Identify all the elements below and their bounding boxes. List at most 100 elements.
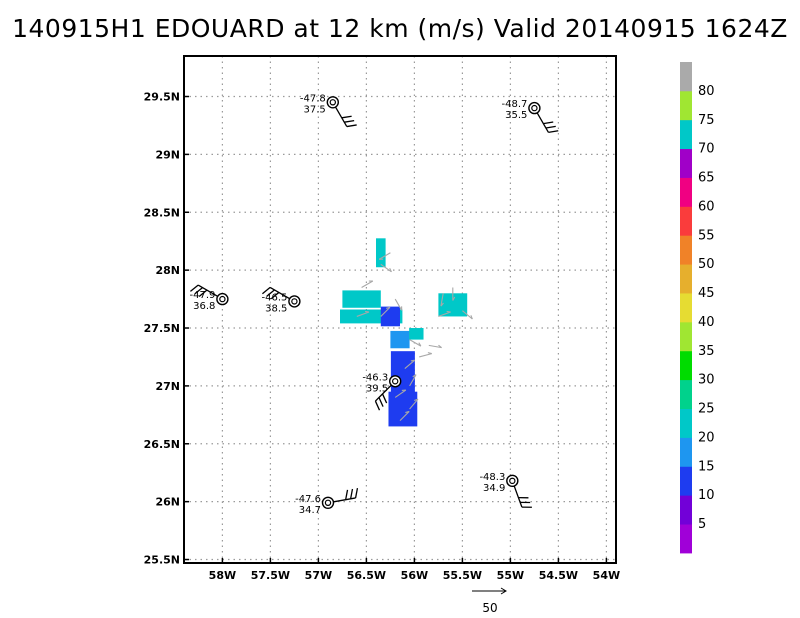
dropsonde-value-2: 34.9 — [483, 483, 505, 494]
wind-arrow — [409, 398, 419, 410]
colorbar-label: 65 — [698, 171, 715, 186]
wind-speed-cell — [390, 330, 410, 349]
colorbar-label: 75 — [698, 113, 715, 128]
wind-speed-cell — [388, 391, 418, 427]
dropsonde-marker — [326, 96, 339, 109]
y-tick-label: 26N — [155, 496, 180, 509]
colorbar-bin — [680, 148, 692, 178]
colorbar-label: 5 — [698, 517, 706, 532]
colorbar-bin — [680, 293, 692, 323]
y-tick-label: 28.5N — [144, 206, 180, 219]
colorbar-label: 15 — [698, 459, 715, 474]
wind-arrow-head — [452, 296, 456, 301]
colorbar-label: 80 — [698, 84, 715, 99]
wind-arrow-head — [410, 359, 415, 362]
colorbar-bin — [680, 350, 692, 381]
dropsonde-value-2: 38.5 — [265, 303, 287, 314]
y-tick-label: 29N — [155, 148, 180, 161]
dropsonde-marker — [528, 101, 541, 115]
dropsonde-marker — [216, 292, 229, 306]
wind-barb-feather — [266, 289, 275, 297]
wind-speed-cell — [438, 293, 468, 317]
dropsonde-marker — [389, 375, 402, 388]
wind-arrow — [356, 311, 370, 317]
wind-arrow — [380, 306, 391, 317]
wind-arrow — [399, 411, 410, 422]
wind-arrow — [394, 298, 403, 311]
colorbar-label: 55 — [698, 228, 715, 243]
wind-arrow-head — [405, 410, 410, 414]
dropsonde-value-1: -46.3 — [362, 372, 388, 383]
wind-arrow-head — [418, 342, 422, 347]
wind-barb-feather — [378, 397, 384, 407]
wind-arrow — [378, 252, 391, 260]
colorbar-bin — [680, 466, 692, 496]
wind-speed-cell — [342, 290, 381, 308]
colorbar-bin — [680, 235, 692, 265]
wind-barb-feather — [543, 121, 554, 125]
wind-arrow-head — [412, 374, 417, 378]
wind-arrow-head — [470, 315, 473, 320]
colorbar-label: 25 — [698, 402, 715, 417]
wind-arrow — [361, 280, 374, 288]
wind-arrow-head — [389, 267, 392, 273]
dropsonde-value-2: 39.5 — [366, 383, 388, 394]
colorbar-bin — [680, 264, 692, 294]
wind-speed-cell — [376, 238, 386, 268]
dropsonde-value-1: -46.5 — [262, 292, 288, 303]
wind-arrow — [428, 344, 442, 349]
colorbar-bin — [680, 62, 692, 92]
wind-arrow — [394, 389, 407, 398]
x-tick-label: 57.5W — [251, 569, 290, 582]
dropsonde-marker-inner — [329, 99, 336, 106]
y-tick-label: 26.5N — [144, 438, 180, 451]
x-tick-label: 58W — [209, 569, 236, 582]
dropsonde-marker — [288, 295, 301, 308]
wind-arrow — [440, 293, 444, 307]
colorbar-label: 50 — [698, 257, 715, 272]
wind-barb-feather — [346, 124, 357, 128]
wind-arrow-head — [364, 310, 370, 313]
colorbar-bin — [680, 524, 692, 554]
dropsonde-value-1: -47.6 — [295, 494, 321, 505]
x-tick-label: 54W — [593, 569, 620, 582]
dropsonde-marker — [321, 496, 335, 510]
wind-barb-feather — [341, 115, 352, 119]
wind-arrow — [462, 310, 473, 320]
dropsonde-marker-inner — [219, 295, 226, 303]
colorbar-bin — [680, 206, 692, 236]
dropsonde-value-2: 36.8 — [193, 301, 215, 312]
y-tick-label: 27N — [155, 380, 180, 393]
wind-barb-feather — [344, 119, 355, 123]
colorbar-bin — [680, 408, 692, 438]
wind-arrow — [438, 311, 451, 317]
wind-arrow — [380, 263, 392, 273]
colorbar-label: 70 — [698, 142, 715, 157]
dropsonde-marker-inner — [291, 298, 298, 305]
wind-barb-feather — [548, 130, 559, 133]
colorbar-bin — [680, 177, 692, 207]
dropsonde-marker-inner — [509, 477, 516, 485]
wind-speed-cell — [390, 351, 415, 398]
wind-barb-feather — [194, 287, 203, 295]
x-tick-label: 57W — [305, 569, 332, 582]
colorbar-bin — [680, 495, 692, 525]
x-tick-label: 55W — [497, 569, 524, 582]
colorbar-bin — [680, 437, 692, 467]
colorbar-label: 60 — [698, 199, 715, 214]
wind-arrow-head — [414, 398, 419, 402]
colorbar-label: 30 — [698, 373, 715, 388]
wind-barb-feather — [189, 284, 199, 292]
reference-vector-head — [500, 587, 507, 595]
wind-barb-feather — [198, 289, 208, 297]
x-tick-label: 54.5W — [539, 569, 578, 582]
dropsonde-value-1: -48.3 — [479, 472, 505, 483]
wind-barb-feather — [270, 291, 280, 300]
dropsonde-value-1: -47.9 — [190, 290, 216, 301]
wind-barb-feather — [545, 125, 556, 129]
wind-arrow — [409, 374, 417, 387]
wind-arrow — [419, 353, 432, 358]
wind-speed-cell — [380, 306, 400, 327]
dropsonde-marker — [506, 474, 519, 488]
